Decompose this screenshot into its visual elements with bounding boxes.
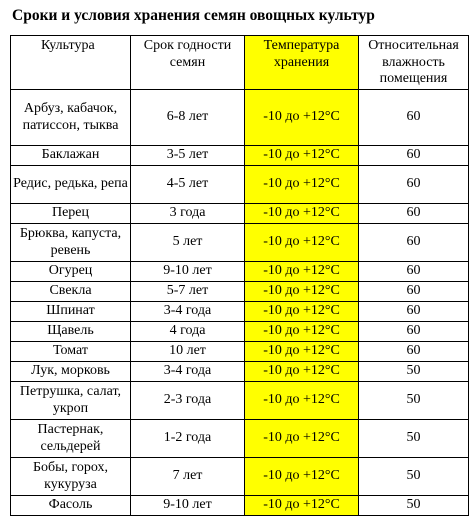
header-crop: Культура (10, 35, 131, 90)
temperature-cell: -10 до +12°С (244, 145, 359, 166)
shelf-life-cell: 4 года (130, 321, 245, 342)
crop-cell: Редис, редька, репа (10, 165, 131, 204)
temperature-cell: -10 до +12°С (244, 495, 359, 516)
table-row: Лук, морковь 3-4 года -10 до +12°С 50 (10, 361, 469, 382)
temperature-cell: -10 до +12°С (244, 341, 359, 362)
crop-cell: Фасоль (10, 495, 131, 516)
shelf-life-cell: 10 лет (130, 341, 245, 362)
table-row: Бобы, горох, кукуруза 7 лет -10 до +12°С 50 (10, 457, 469, 496)
table-row: Свекла 5-7 лет -10 до +12°С 60 (10, 281, 469, 302)
crop-cell: Баклажан (10, 145, 131, 166)
temperature-cell: -10 до +12°С (244, 261, 359, 282)
shelf-life-cell: 3 года (130, 203, 245, 224)
humidity-cell: 60 (358, 203, 469, 224)
temperature-cell: -10 до +12°С (244, 321, 359, 342)
table-row: Брюква, капуста, ревень 5 лет -10 до +12°С… (10, 223, 469, 262)
temperature-cell: -10 до +12°С (244, 223, 359, 262)
crop-cell: Шпинат (10, 301, 131, 322)
crop-cell: Томат (10, 341, 131, 362)
temperature-cell: -10 до +12°С (244, 301, 359, 322)
crop-cell: Огурец (10, 261, 131, 282)
shelf-life-cell: 7 лет (130, 457, 245, 496)
shelf-life-cell: 6-8 лет (130, 89, 245, 146)
shelf-life-cell: 5-7 лет (130, 281, 245, 302)
crop-cell: Брюква, капуста, ревень (10, 223, 131, 262)
crop-cell: Щавель (10, 321, 131, 342)
humidity-cell: 50 (358, 381, 469, 420)
humidity-cell: 60 (358, 165, 469, 204)
table-row: Томат 10 лет -10 до +12°С 60 (10, 341, 469, 362)
table-row: Шпинат 3-4 года -10 до +12°С 60 (10, 301, 469, 322)
seed-storage-table: Культура Срок годности семян Температура… (10, 35, 469, 516)
humidity-cell: 50 (358, 495, 469, 516)
table-body: Арбуз, кабачок, патиссон, тыква 6-8 лет -1… (10, 89, 469, 516)
temperature-cell: -10 до +12°С (244, 381, 359, 420)
crop-cell: Лук, морковь (10, 361, 131, 382)
header-storage-temperature: Температура хранения (244, 35, 359, 90)
crop-cell: Перец (10, 203, 131, 224)
temperature-cell: -10 до +12°С (244, 203, 359, 224)
humidity-cell: 60 (358, 301, 469, 322)
crop-cell: Петрушка, салат, укроп (10, 381, 131, 420)
table-row: Баклажан 3-5 лет -10 до +12°С 60 (10, 145, 469, 166)
page: Сроки и условия хранения семян овощных к… (10, 7, 469, 516)
header-shelf-life: Срок годности семян (130, 35, 245, 90)
header-relative-humidity: Относительная влажность помещения (358, 35, 469, 90)
shelf-life-cell: 9-10 лет (130, 495, 245, 516)
crop-cell: Свекла (10, 281, 131, 302)
humidity-cell: 60 (358, 223, 469, 262)
page-title: Сроки и условия хранения семян овощных к… (12, 7, 375, 24)
humidity-cell: 60 (358, 89, 469, 146)
shelf-life-cell: 3-4 года (130, 301, 245, 322)
shelf-life-cell: 2-3 года (130, 381, 245, 420)
temperature-cell: -10 до +12°С (244, 419, 359, 458)
crop-cell: Бобы, горох, кукуруза (10, 457, 131, 496)
shelf-life-cell: 5 лет (130, 223, 245, 262)
temperature-cell: -10 до +12°С (244, 281, 359, 302)
temperature-cell: -10 до +12°С (244, 361, 359, 382)
humidity-cell: 50 (358, 361, 469, 382)
table-row: Пастернак, сельдерей 1-2 года -10 до +12°С… (10, 419, 469, 458)
shelf-life-cell: 4-5 лет (130, 165, 245, 204)
humidity-cell: 60 (358, 261, 469, 282)
table-row: Перец 3 года -10 до +12°С 60 (10, 203, 469, 224)
shelf-life-cell: 1-2 года (130, 419, 245, 458)
table-row: Фасоль 9-10 лет -10 до +12°С 50 (10, 495, 469, 516)
humidity-cell: 60 (358, 281, 469, 302)
humidity-cell: 60 (358, 145, 469, 166)
temperature-cell: -10 до +12°С (244, 165, 359, 204)
shelf-life-cell: 3-4 года (130, 361, 245, 382)
table-row: Редис, редька, репа 4-5 лет -10 до +12°С 60 (10, 165, 469, 204)
table-row: Петрушка, салат, укроп 2-3 года -10 до +12… (10, 381, 469, 420)
table-row: Щавель 4 года -10 до +12°С 60 (10, 321, 469, 342)
table-row: Арбуз, кабачок, патиссон, тыква 6-8 лет -1… (10, 89, 469, 146)
temperature-cell: -10 до +12°С (244, 457, 359, 496)
table-row: Огурец 9-10 лет -10 до +12°С 60 (10, 261, 469, 282)
crop-cell: Арбуз, кабачок, патиссон, тыква (10, 89, 131, 146)
humidity-cell: 50 (358, 419, 469, 458)
humidity-cell: 60 (358, 321, 469, 342)
temperature-cell: -10 до +12°С (244, 89, 359, 146)
shelf-life-cell: 3-5 лет (130, 145, 245, 166)
crop-cell: Пастернак, сельдерей (10, 419, 131, 458)
shelf-life-cell: 9-10 лет (130, 261, 245, 282)
humidity-cell: 50 (358, 457, 469, 496)
humidity-cell: 60 (358, 341, 469, 362)
table-header-row: Культура Срок годности семян Температура… (10, 35, 469, 90)
